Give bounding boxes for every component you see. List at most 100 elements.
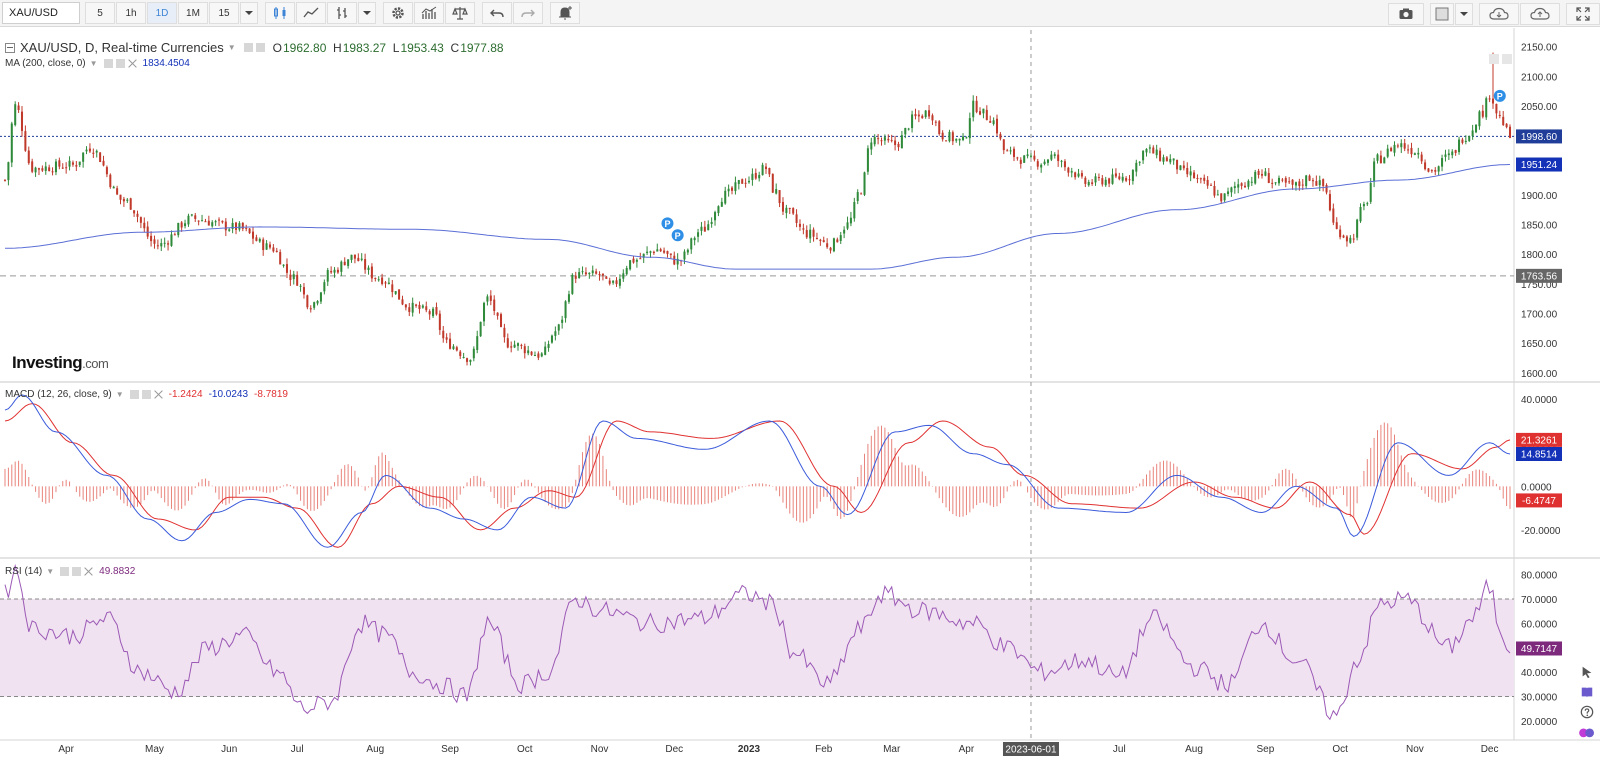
candle-body — [218, 219, 221, 221]
hide-indicator-icon[interactable] — [60, 567, 70, 576]
indicator-settings-icon[interactable] — [115, 59, 125, 68]
chevron-down-icon[interactable]: ▼ — [115, 390, 124, 399]
candle — [78, 161, 81, 168]
candle-body — [1131, 169, 1134, 182]
collapse-legend-button[interactable] — [5, 42, 15, 53]
candle-body — [676, 258, 679, 265]
candle — [1257, 168, 1260, 179]
candle-body — [421, 305, 424, 308]
interval-dropdown-button[interactable] — [240, 2, 258, 24]
theme-icon[interactable] — [1578, 725, 1596, 739]
candle — [415, 303, 418, 308]
candle — [122, 196, 125, 207]
candle-body — [180, 222, 183, 228]
remove-indicator-icon[interactable] — [128, 59, 137, 68]
hide-series-icon[interactable] — [243, 43, 253, 52]
candle — [309, 305, 312, 313]
interval-1m-button[interactable]: 1M — [178, 2, 208, 24]
compare-scale-button[interactable] — [445, 2, 475, 24]
layout-button[interactable] — [1430, 2, 1454, 25]
candle-body — [826, 243, 829, 248]
top-toolbar: 5 1h 1D 1M 15 — [0, 0, 1600, 27]
candle — [646, 246, 649, 256]
interval-1d-button[interactable]: 1D — [147, 2, 177, 24]
candle-body — [1243, 185, 1247, 188]
candle-body — [591, 270, 594, 274]
alert-button[interactable] — [550, 2, 580, 24]
candle — [972, 95, 975, 122]
indicators-button[interactable] — [414, 2, 444, 24]
rsi-axis-tick: 60.0000 — [1521, 619, 1558, 630]
time-axis-label: Apr — [959, 744, 975, 755]
candle-body — [1322, 179, 1325, 186]
candle-body — [1454, 150, 1457, 153]
chevron-down-icon[interactable]: ▼ — [89, 59, 98, 68]
layout-dropdown-button[interactable] — [1455, 2, 1473, 25]
candle-body — [95, 150, 98, 153]
book-icon[interactable] — [1580, 685, 1594, 699]
bar-type-button[interactable] — [327, 2, 357, 24]
help-icon[interactable] — [1580, 705, 1594, 719]
candle — [547, 340, 550, 352]
candle-body — [642, 253, 645, 258]
candle-body — [163, 242, 166, 244]
candle — [401, 295, 404, 306]
candle-body — [459, 351, 462, 357]
undo-button[interactable] — [482, 2, 512, 24]
candle-body — [931, 115, 934, 121]
candle — [194, 212, 197, 222]
candle-body — [1121, 176, 1124, 181]
candle — [347, 259, 350, 269]
chevron-down-icon[interactable]: ▼ — [46, 567, 55, 576]
cloud-load-button[interactable] — [1479, 2, 1519, 25]
chevron-down-icon[interactable]: ▼ — [227, 43, 236, 52]
candle-body — [1373, 161, 1376, 182]
candle-body — [934, 121, 937, 123]
candle — [404, 303, 407, 311]
symbol-search-input[interactable] — [2, 2, 80, 24]
candle-body — [1067, 167, 1070, 173]
cloud-save-button[interactable] — [1520, 2, 1560, 25]
candle-body — [469, 359, 472, 362]
candle-body — [1298, 181, 1301, 187]
cursor-icon[interactable] — [1580, 665, 1594, 679]
macd-line — [4, 394, 1511, 548]
candle-body — [900, 135, 903, 149]
macd-hist-tag-text: -6.4747 — [1522, 496, 1556, 507]
candle-body — [1053, 154, 1056, 156]
candle-body — [167, 243, 170, 245]
interval-5-button[interactable]: 5 — [85, 2, 115, 24]
candle-body — [1430, 170, 1433, 172]
candle-body — [336, 269, 339, 273]
candle-body — [632, 258, 635, 263]
series-settings-icon[interactable] — [255, 43, 265, 52]
candles-button[interactable] — [265, 2, 295, 24]
hide-indicator-icon[interactable] — [129, 390, 139, 399]
line-chart-button[interactable] — [296, 2, 326, 24]
redo-button[interactable] — [513, 2, 543, 24]
candle — [204, 218, 207, 223]
indicator-settings-icon[interactable] — [141, 390, 151, 399]
interval-1h-button[interactable]: 1h — [116, 2, 146, 24]
indicators-icon — [421, 6, 437, 19]
pane-menu-icon[interactable] — [1502, 54, 1512, 64]
candle-body — [533, 355, 536, 357]
indicator-settings-icon[interactable] — [72, 567, 82, 576]
settings-button[interactable] — [383, 2, 413, 24]
screenshot-button[interactable] — [1388, 2, 1424, 25]
pane-maximize-icon[interactable] — [1489, 54, 1499, 64]
candle-body — [1172, 158, 1175, 161]
bar-type-dropdown-button[interactable] — [358, 2, 376, 24]
candle — [1373, 157, 1376, 188]
candle-body — [404, 304, 407, 308]
remove-indicator-icon[interactable] — [154, 390, 163, 399]
interval-15-button[interactable]: 15 — [209, 2, 239, 24]
candle-body — [1206, 179, 1209, 186]
hide-indicator-icon[interactable] — [103, 59, 113, 68]
candle — [1118, 172, 1121, 181]
remove-indicator-icon[interactable] — [84, 567, 93, 576]
candle-body — [105, 167, 108, 175]
candle-body — [323, 282, 326, 292]
candle — [1223, 193, 1226, 203]
